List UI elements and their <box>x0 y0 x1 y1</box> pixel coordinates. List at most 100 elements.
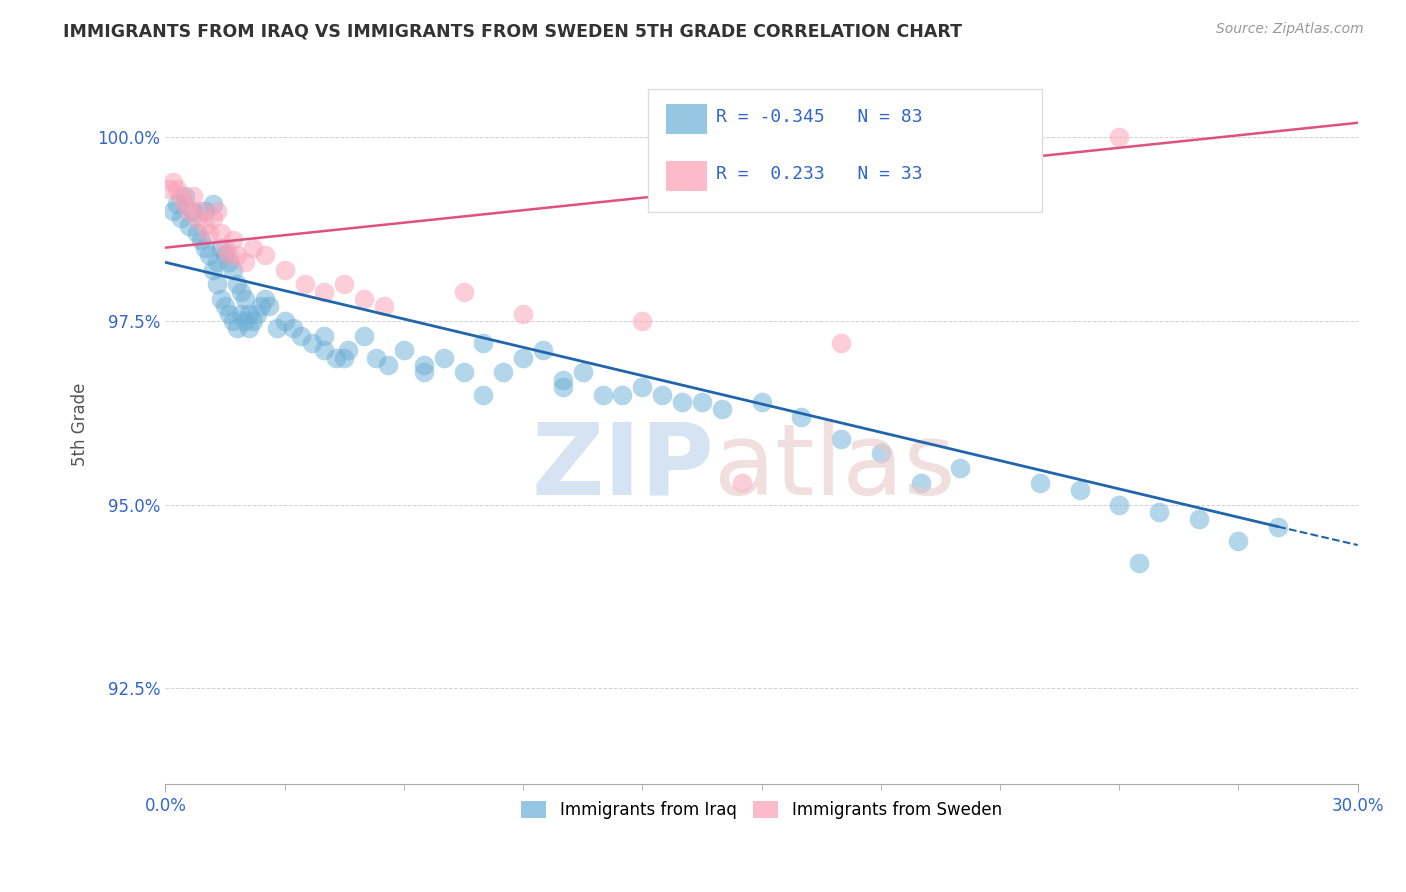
Point <box>202 196 225 211</box>
Point <box>314 343 336 358</box>
Point <box>571 366 593 380</box>
Point <box>202 211 225 226</box>
Point <box>392 343 415 358</box>
Point <box>250 299 273 313</box>
Point <box>731 475 754 490</box>
Text: R = -0.345   N = 83: R = -0.345 N = 83 <box>716 108 922 126</box>
Text: atlas: atlas <box>714 418 956 516</box>
Point <box>337 343 360 358</box>
Point <box>353 328 375 343</box>
Text: R =  0.233   N = 33: R = 0.233 N = 33 <box>716 165 922 183</box>
Point <box>314 285 336 299</box>
Point <box>226 248 249 262</box>
Y-axis label: 5th Grade: 5th Grade <box>72 382 89 466</box>
Point <box>242 241 264 255</box>
Point <box>751 395 773 409</box>
Point <box>531 343 554 358</box>
Point <box>353 292 375 306</box>
Point <box>246 307 269 321</box>
Point <box>222 314 245 328</box>
Point <box>205 255 228 269</box>
Point <box>314 328 336 343</box>
Point <box>472 336 495 351</box>
Point <box>179 203 201 218</box>
Point <box>364 351 387 365</box>
Point <box>412 366 434 380</box>
Point <box>830 336 852 351</box>
Point <box>194 203 217 218</box>
Point <box>233 255 256 269</box>
Text: ZIP: ZIP <box>531 418 714 516</box>
Point <box>453 285 475 299</box>
Point <box>281 321 304 335</box>
Point <box>273 262 295 277</box>
Point <box>612 387 634 401</box>
Point <box>949 461 972 475</box>
Point <box>233 292 256 306</box>
Point <box>301 336 323 351</box>
Point <box>218 248 240 262</box>
Point <box>257 299 280 313</box>
Point <box>512 351 534 365</box>
Point <box>218 307 240 321</box>
Point <box>1188 512 1211 526</box>
Point <box>205 203 228 218</box>
Point <box>592 387 614 401</box>
Text: IMMIGRANTS FROM IRAQ VS IMMIGRANTS FROM SWEDEN 5TH GRADE CORRELATION CHART: IMMIGRANTS FROM IRAQ VS IMMIGRANTS FROM … <box>63 22 962 40</box>
Point <box>1108 130 1130 145</box>
Point <box>294 277 316 292</box>
Point <box>551 380 574 394</box>
Point <box>214 241 236 255</box>
Point <box>373 299 395 313</box>
Point <box>377 358 399 372</box>
Point <box>179 219 201 233</box>
Point <box>190 203 212 218</box>
Point <box>512 307 534 321</box>
Point <box>194 219 217 233</box>
Point <box>170 189 193 203</box>
Point <box>190 233 212 247</box>
Point <box>222 262 245 277</box>
Point <box>472 387 495 401</box>
Point <box>1029 475 1052 490</box>
Point <box>229 285 252 299</box>
Point <box>242 314 264 328</box>
Point <box>157 182 180 196</box>
Point <box>453 366 475 380</box>
FancyBboxPatch shape <box>666 161 707 192</box>
Point <box>162 175 184 189</box>
Point <box>651 387 673 401</box>
Point <box>181 189 204 203</box>
Point <box>1227 534 1250 549</box>
Point <box>433 351 456 365</box>
Point <box>290 328 312 343</box>
Point <box>174 196 197 211</box>
Point <box>174 189 197 203</box>
Point <box>233 314 256 328</box>
Point <box>1108 498 1130 512</box>
Point <box>325 351 347 365</box>
Text: Source: ZipAtlas.com: Source: ZipAtlas.com <box>1216 22 1364 37</box>
Point <box>166 182 188 196</box>
Point <box>253 248 276 262</box>
Point <box>214 299 236 313</box>
Point <box>226 277 249 292</box>
Point <box>202 262 225 277</box>
Point <box>209 241 232 255</box>
Point <box>869 446 891 460</box>
Point <box>229 307 252 321</box>
Point <box>181 203 204 218</box>
Point <box>209 292 232 306</box>
Point <box>690 395 713 409</box>
Point <box>238 307 260 321</box>
Point <box>198 226 221 240</box>
Point <box>830 432 852 446</box>
Point <box>551 373 574 387</box>
Point <box>631 380 654 394</box>
Point <box>333 277 356 292</box>
Point <box>170 211 193 226</box>
Point <box>910 475 932 490</box>
Point <box>214 248 236 262</box>
Point <box>1069 483 1091 497</box>
Point <box>238 321 260 335</box>
